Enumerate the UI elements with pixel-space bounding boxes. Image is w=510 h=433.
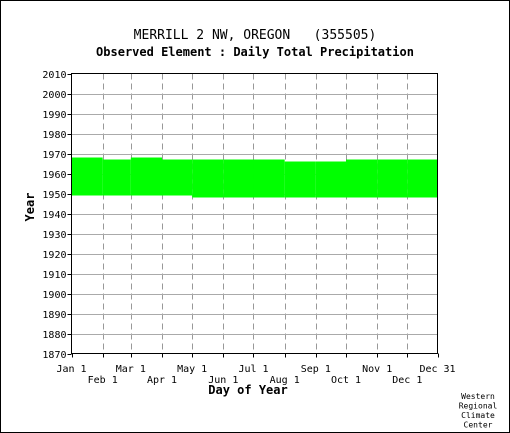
data-band [315, 161, 346, 198]
x-tick-label: Dec 31 [419, 364, 455, 375]
data-band [102, 159, 131, 196]
y-tick-labels: 1870 1880 1890 1900 1910 1920 1930 1940 1950 1960… [42, 70, 72, 361]
data-band [130, 157, 162, 196]
credit-line: Regional [459, 402, 498, 411]
y-tick-label: 1890 [42, 310, 66, 321]
y-tick-label: 1900 [42, 290, 66, 301]
data-band [71, 157, 103, 196]
x-tick-label: Apr 1 [147, 375, 177, 386]
chart-subtitle: Observed Element : Daily Total Precipita… [96, 45, 414, 59]
y-axis-label: Year [23, 193, 37, 222]
x-axis-label: Day of Year [208, 383, 287, 397]
y-tick-label: 1970 [42, 150, 66, 161]
y-tick-label: 2000 [42, 90, 66, 101]
x-tick-label: Mar 1 [116, 364, 146, 375]
plot-area-border [71, 73, 438, 354]
credit-line: Western [461, 392, 495, 401]
y-tick-label: 1920 [42, 250, 66, 261]
y-tick-label: 1940 [42, 210, 66, 221]
x-tick-label: Oct 1 [331, 375, 361, 386]
vertical-gridlines [72, 73, 439, 358]
y-tick-label: 1910 [42, 270, 66, 281]
y-tick-label: 1990 [42, 110, 66, 121]
x-tick-label: Sep 1 [301, 364, 331, 375]
credit-line: Climate [461, 411, 495, 420]
y-tick-label: 1950 [42, 190, 66, 201]
data-band [253, 159, 285, 198]
x-tick-label: Jul 1 [238, 364, 268, 375]
y-tick-label: 1880 [42, 330, 66, 341]
x-tick-label: Dec 1 [392, 375, 422, 386]
data-coverage-bands [71, 157, 438, 198]
x-tick-label: Feb 1 [88, 375, 118, 386]
y-tick-label: 1930 [42, 230, 66, 241]
x-tick-label: Jan 1 [56, 364, 86, 375]
x-tick-label: May 1 [177, 364, 207, 375]
x-tick-label: Nov 1 [362, 364, 392, 375]
x-tick-label: Aug 1 [270, 375, 300, 386]
data-band [346, 159, 378, 198]
data-band [377, 159, 408, 198]
data-band [407, 159, 438, 198]
y-tick-label: 2010 [42, 70, 66, 81]
chart-title: MERRILL 2 NW, OREGON (355505) [134, 28, 377, 43]
y-tick-label: 1870 [42, 350, 66, 361]
data-band [161, 159, 193, 196]
y-tick-label: 1980 [42, 130, 66, 141]
horizontal-gridlines [71, 94, 438, 335]
credit-line: Center [464, 421, 493, 430]
y-tick-label: 1960 [42, 170, 66, 181]
data-band [192, 159, 224, 198]
x-tick-label: Jun 1 [208, 375, 238, 386]
data-band [223, 159, 254, 198]
x-tick-labels: Jan 1 Mar 1 May 1 Jul 1 Sep 1 Nov 1 Dec 31 Feb … [56, 364, 455, 386]
data-band [284, 161, 316, 198]
